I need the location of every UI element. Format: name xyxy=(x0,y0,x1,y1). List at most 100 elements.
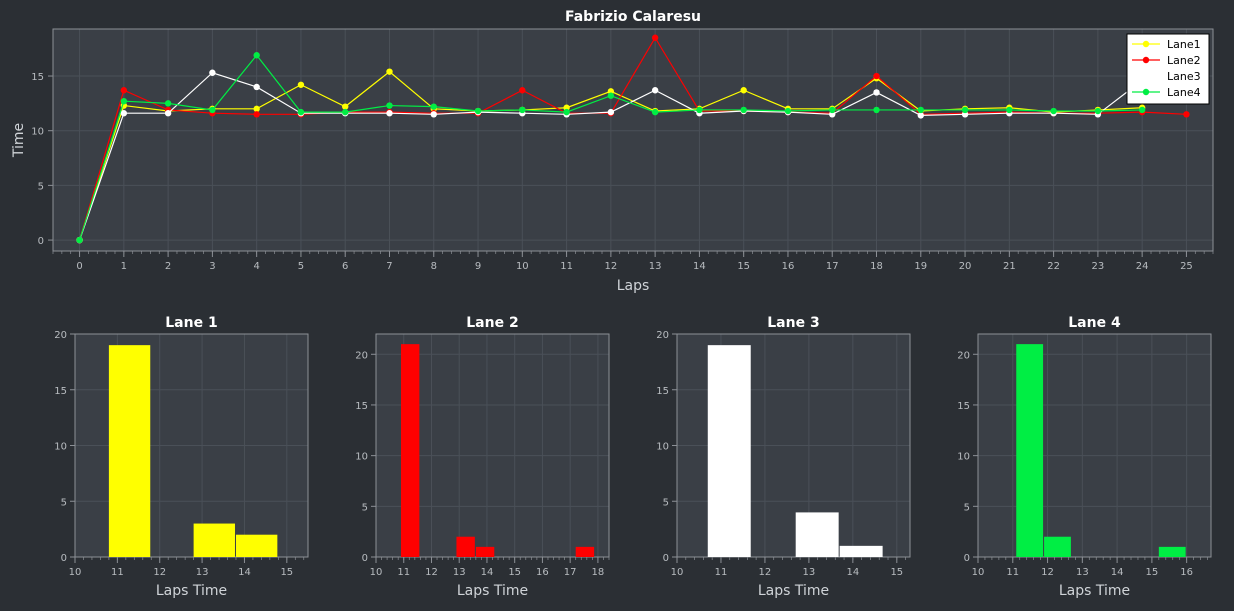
data-point-lane2 xyxy=(120,87,128,94)
data-point-lane2 xyxy=(519,87,526,94)
y-tick-label: 15 xyxy=(656,386,669,397)
data-point-lane4 xyxy=(607,92,615,99)
data-point-lane3 xyxy=(164,110,172,117)
x-tick-label: 11 xyxy=(560,261,573,272)
x-tick-label: 15 xyxy=(1146,567,1159,578)
y-tick-label: 5 xyxy=(61,497,67,508)
y-tick-label: 20 xyxy=(355,350,368,361)
x-tick-label: 12 xyxy=(759,567,772,578)
chart-title: Lane 4 xyxy=(1068,315,1121,331)
x-tick-label: 14 xyxy=(238,567,251,578)
y-tick-label: 0 xyxy=(663,553,669,564)
data-point-lane4 xyxy=(386,102,393,109)
chart-title: Lane 2 xyxy=(466,315,518,331)
y-tick-label: 20 xyxy=(54,330,67,341)
histogram-bar xyxy=(108,345,151,557)
x-tick-label: 4 xyxy=(253,261,259,272)
data-point-lane4 xyxy=(164,100,172,107)
data-point-lane2 xyxy=(873,72,880,80)
y-tick-label: 10 xyxy=(54,442,67,453)
x-tick-label: 25 xyxy=(1180,261,1193,272)
data-point-lane1 xyxy=(607,88,615,95)
data-point-lane4 xyxy=(297,108,305,116)
data-point-lane4 xyxy=(917,106,924,114)
y-tick-label: 15 xyxy=(355,401,368,412)
data-point-lane4 xyxy=(430,103,437,110)
x-tick-label: 11 xyxy=(397,567,410,578)
histogram-bar xyxy=(193,523,235,557)
x-axis-label: Laps Time xyxy=(156,583,227,599)
x-tick-label: 15 xyxy=(737,261,750,272)
x-tick-label: 7 xyxy=(386,261,392,272)
x-tick-label: 12 xyxy=(1041,567,1054,578)
x-tick-label: 17 xyxy=(826,261,839,272)
x-tick-label: 6 xyxy=(342,261,348,272)
x-tick-label: 14 xyxy=(846,567,859,578)
y-tick-label: 5 xyxy=(362,502,368,513)
y-tick-label: 10 xyxy=(957,452,970,463)
main-line-chart: 0 1 2 3 4 5 6 7 8 9 10 11 12 13 14 15 16 17 18 19 20 21 22 23 24… xyxy=(11,9,1214,294)
x-tick-label: 14 xyxy=(481,567,494,578)
lane4-histogram: 10 11 12 13 14 15 16 0 5 10 15 20 Lane 4 Laps Time xyxy=(957,315,1212,599)
data-point-lane2 xyxy=(651,34,659,41)
x-tick-label: 19 xyxy=(914,261,927,272)
x-tick-label: 12 xyxy=(425,567,438,578)
histogram-bar xyxy=(1158,546,1186,557)
x-tick-label: 12 xyxy=(604,261,617,272)
x-tick-label: 5 xyxy=(298,261,304,272)
x-tick-label: 21 xyxy=(1003,261,1016,272)
x-tick-label: 15 xyxy=(890,567,903,578)
data-point-lane4 xyxy=(1138,106,1146,114)
chart-title: Lane 1 xyxy=(165,315,217,331)
y-tick-label: 15 xyxy=(31,72,44,83)
x-tick-label: 14 xyxy=(1111,567,1124,578)
histogram-bar xyxy=(235,534,278,557)
x-tick-label: 2 xyxy=(165,261,171,272)
chart-title: Lane 3 xyxy=(767,315,819,331)
lane2-histogram: 10 11 12 13 14 15 16 17 18 0 5 10 15 20 Lane 2 Laps Tim… xyxy=(355,315,610,599)
legend-label: Lane4 xyxy=(1167,86,1201,99)
x-tick-label: 10 xyxy=(370,567,383,578)
x-tick-label: 10 xyxy=(69,567,82,578)
y-tick-label: 0 xyxy=(61,553,67,564)
legend-marker xyxy=(1142,40,1150,48)
y-axis-label: Time xyxy=(11,123,27,158)
x-tick-label: 8 xyxy=(431,261,437,272)
x-tick-label: 11 xyxy=(715,567,728,578)
chart-title: Fabrizio Calaresu xyxy=(565,9,701,25)
data-point-lane4 xyxy=(563,108,570,116)
data-point-lane3 xyxy=(829,111,836,118)
x-tick-label: 15 xyxy=(508,567,521,578)
x-tick-label: 11 xyxy=(1006,567,1019,578)
legend-marker xyxy=(1142,88,1150,96)
y-tick-label: 10 xyxy=(355,452,368,463)
data-point-lane4 xyxy=(873,106,880,114)
x-tick-label: 20 xyxy=(959,261,972,272)
legend-marker xyxy=(1142,56,1150,64)
data-point-lane4 xyxy=(1006,106,1013,114)
lane1-histogram: 10 11 12 13 14 15 0 5 10 15 20 Lane 1 Laps Time xyxy=(54,315,309,599)
histogram-bar xyxy=(1016,344,1044,557)
y-tick-label: 10 xyxy=(656,442,669,453)
y-tick-label: 15 xyxy=(957,401,970,412)
data-point-lane4 xyxy=(784,107,792,115)
data-point-lane4 xyxy=(651,108,659,116)
data-point-lane4 xyxy=(696,106,703,114)
x-tick-label: 16 xyxy=(1180,567,1193,578)
data-point-lane4 xyxy=(829,106,836,114)
y-tick-label: 5 xyxy=(964,502,970,513)
data-point-lane4 xyxy=(961,106,969,114)
data-point-lane3 xyxy=(120,110,128,117)
data-point-lane3 xyxy=(873,89,880,96)
x-tick-label: 12 xyxy=(153,567,166,578)
data-point-lane3 xyxy=(253,83,260,91)
data-point-lane1 xyxy=(740,87,747,94)
data-point-lane1 xyxy=(563,104,570,111)
data-point-lane1 xyxy=(386,68,393,75)
data-point-lane1 xyxy=(297,81,305,88)
y-tick-label: 5 xyxy=(663,497,669,508)
legend-marker xyxy=(1142,72,1150,80)
data-point-lane3 xyxy=(651,87,659,94)
x-tick-label: 18 xyxy=(870,261,883,272)
